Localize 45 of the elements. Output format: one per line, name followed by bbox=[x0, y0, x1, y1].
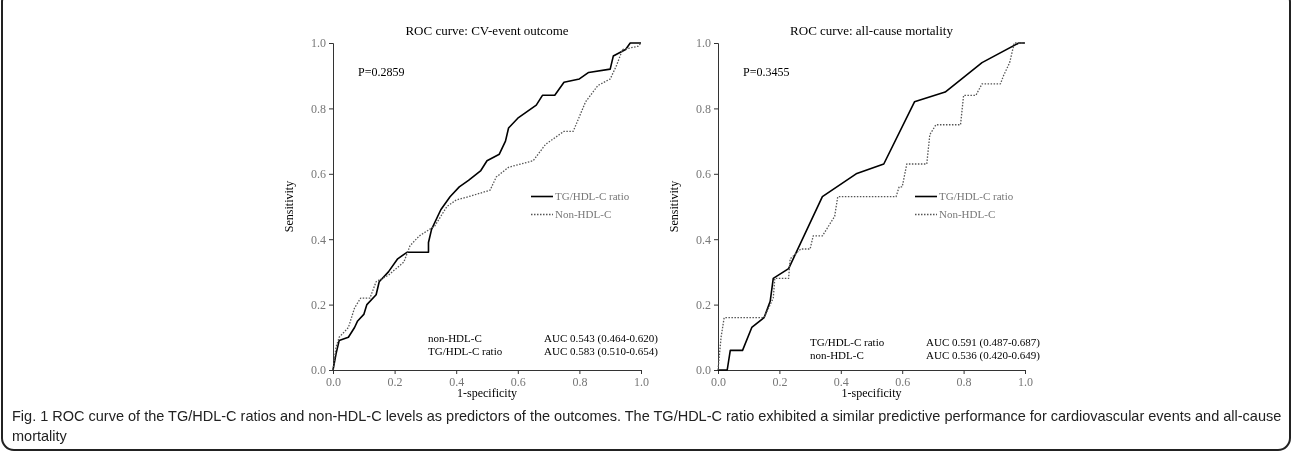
annotation: AUC 0.543 (0.464-0.620) bbox=[544, 332, 659, 345]
y-tick-label: 0.8 bbox=[696, 101, 711, 116]
legend-label: Non-HDL-C bbox=[555, 208, 612, 221]
x-tick-label: 0.2 bbox=[772, 374, 788, 389]
y-tick-label: 1.0 bbox=[311, 36, 326, 51]
annotation: P=0.3455 bbox=[743, 65, 790, 79]
x-tick-label: 0.8 bbox=[956, 374, 972, 389]
y-tick-label: 0.6 bbox=[311, 167, 326, 182]
legend-label: TG/HDL-C ratio bbox=[939, 190, 1014, 203]
x-axis-title: 1-specificity bbox=[457, 386, 517, 400]
x-tick-label: 1.0 bbox=[634, 374, 649, 389]
caption: Fig. 1 ROC curve of the TG/HDL-C ratios and non-HDL-C levels as predictors of the outcomes. The TG/HDL-C ratio exhibited a similar predictive performance for cardiovascular events and all-cause mortality bbox=[12, 407, 1282, 446]
legend-label: Non-HDL-C bbox=[939, 208, 996, 221]
y-tick-label: 0.8 bbox=[311, 101, 326, 116]
x-tick-label: 0.4 bbox=[449, 374, 465, 389]
x-tick-label: 0.6 bbox=[510, 374, 526, 389]
y-tick-label: 0.6 bbox=[696, 167, 711, 182]
chart-title: ROC curve: all-cause mortality bbox=[790, 23, 954, 38]
legend-label: TG/HDL-C ratio bbox=[555, 190, 630, 203]
x-tick-label: 0.8 bbox=[572, 374, 588, 389]
x-tick-label: 0.0 bbox=[711, 374, 726, 389]
annotation: AUC 0.536 (0.420-0.649) bbox=[926, 349, 1041, 362]
y-tick-label: 0.0 bbox=[696, 363, 711, 378]
x-tick-label: 1.0 bbox=[1018, 374, 1033, 389]
y-tick-label: 0.4 bbox=[311, 232, 326, 247]
y-tick-label: 0.4 bbox=[696, 232, 711, 247]
annotation: TG/HDL-C ratio bbox=[810, 336, 885, 348]
annotation: non-HDL-C bbox=[428, 332, 482, 344]
annotation: AUC 0.583 (0.510-0.654) bbox=[544, 345, 659, 358]
x-tick-label: 0.0 bbox=[326, 374, 341, 389]
y-tick-label: 1.0 bbox=[696, 36, 711, 51]
y-axis-title: Sensitivity bbox=[667, 180, 681, 233]
x-axis-title: 1-specificity bbox=[841, 386, 902, 400]
annotation: AUC 0.591 (0.487-0.687) bbox=[926, 336, 1041, 349]
annotation: TG/HDL-C ratio bbox=[428, 345, 503, 357]
x-tick-label: 0.4 bbox=[833, 374, 849, 389]
x-tick-label: 0.2 bbox=[387, 374, 403, 389]
annotation: non-HDL-C bbox=[810, 349, 864, 361]
x-tick-label: 0.6 bbox=[895, 374, 911, 389]
y-tick-label: 0.2 bbox=[311, 297, 326, 312]
y-axis-title: Sensitivity bbox=[282, 180, 296, 233]
y-tick-label: 0.0 bbox=[311, 363, 326, 378]
y-tick-label: 0.2 bbox=[696, 297, 711, 312]
annotation: P=0.2859 bbox=[358, 65, 405, 79]
chart-title: ROC curve: CV-event outcome bbox=[405, 23, 569, 38]
